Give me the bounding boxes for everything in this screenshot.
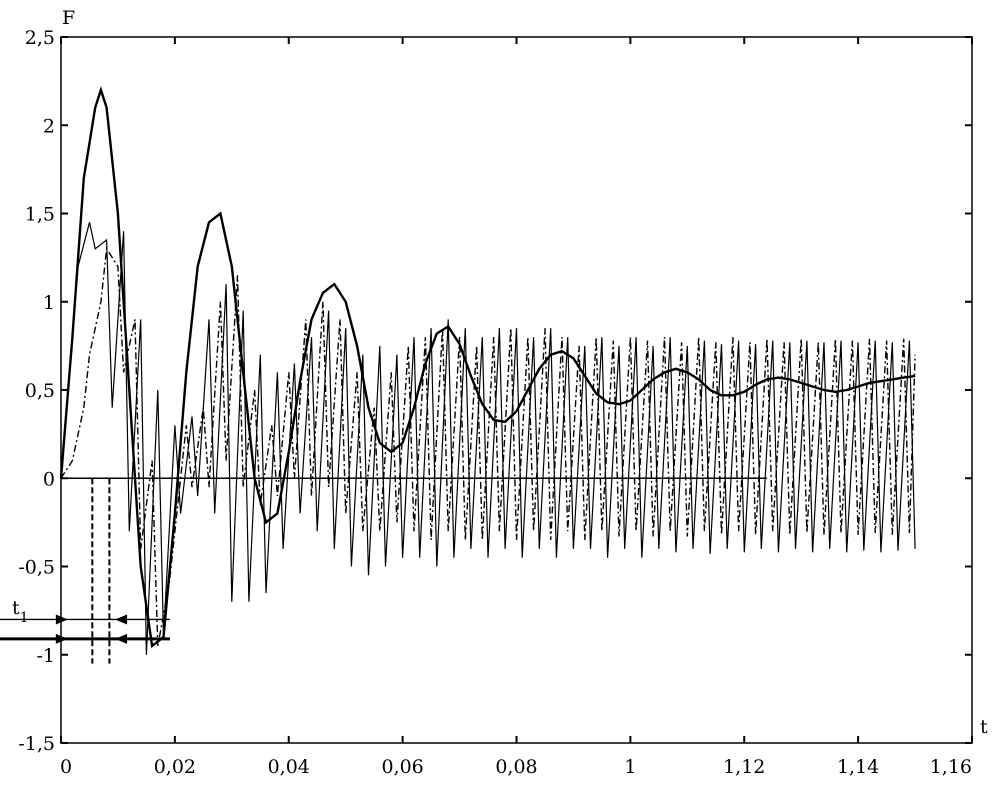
x-tick-label: 0,08	[495, 756, 537, 778]
y-tick-label: -1,5	[18, 733, 55, 755]
marker-layer	[0, 478, 170, 664]
tick-marks	[60, 36, 973, 744]
plot-frame	[60, 36, 973, 744]
x-tick-label: 0,02	[154, 756, 196, 778]
marker-arrow-right	[55, 614, 68, 625]
y-tick-label: -0,5	[18, 557, 55, 579]
annotation-subscript: 1	[20, 610, 29, 626]
x-axis-label: t	[980, 716, 988, 738]
x-tick-label: 0,06	[381, 756, 423, 778]
y-tick-label: 2,5	[25, 27, 55, 49]
marker-arrow-right	[55, 633, 68, 644]
x-tick-label: 1,12	[723, 756, 765, 778]
annotation-text: t	[12, 597, 20, 619]
x-tick-label: 1	[624, 756, 636, 778]
y-tick-label: 0,5	[25, 380, 55, 402]
y-tick-label: 0	[43, 468, 55, 490]
x-tick-label: 1,16	[930, 756, 972, 778]
series-line-2	[60, 222, 916, 655]
x-tick-label: 1,14	[837, 756, 879, 778]
y-tick-labels: 2,5 2 1,5 1 0,5 0 -0,5 -1 -1,5	[18, 27, 55, 755]
series-layer	[59, 85, 916, 655]
marker-arrow-left	[115, 633, 128, 644]
annotation-label: t1	[12, 597, 29, 626]
series-line-3	[60, 246, 916, 647]
y-tick-label: 1,5	[25, 204, 55, 226]
y-tick-label: -1	[36, 645, 55, 667]
y-axis-label: F	[62, 7, 75, 29]
y-tick-label: 2	[43, 115, 55, 137]
series-line-1	[59, 85, 916, 649]
y-tick-label: 1	[43, 292, 55, 314]
x-tick-label: 0,04	[268, 756, 310, 778]
marker-arrow-left	[115, 614, 128, 625]
x-tick-label: 0	[60, 756, 72, 778]
x-tick-labels: 0 0,02 0,04 0,06 0,08 1 1,12 1,14 1,16	[60, 756, 972, 778]
